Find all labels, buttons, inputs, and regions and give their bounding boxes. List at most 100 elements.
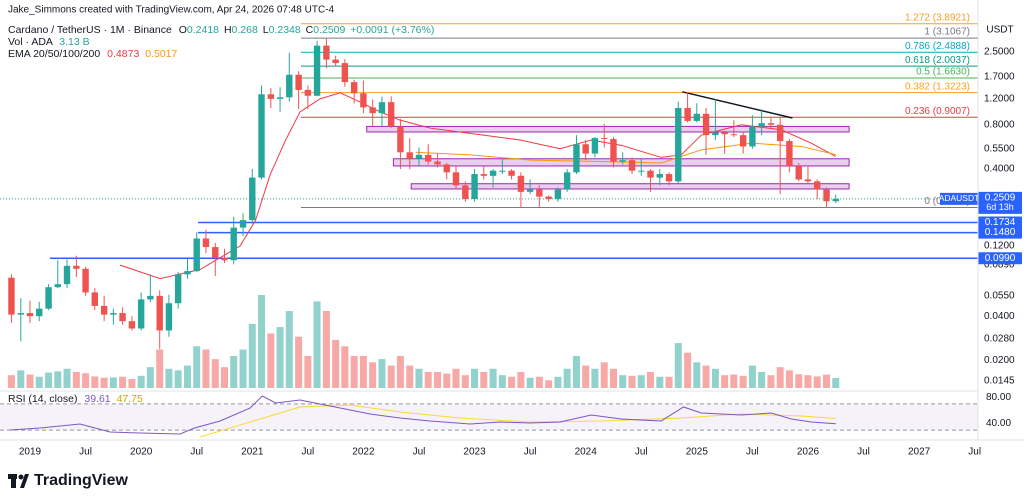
legend-ohlc: Cardano / TetherUS · 1M · Binance O0.241… [8, 24, 434, 36]
level-tag-label: 0.0990 [985, 253, 1016, 264]
x-tick-label: Jul [524, 447, 537, 458]
y-tick-label: 1.2000 [984, 94, 1015, 105]
volume-bar [452, 368, 460, 388]
candle-body [758, 123, 765, 127]
volume-bar [526, 377, 534, 388]
candle-body [462, 185, 469, 200]
volume-bar [322, 311, 330, 388]
x-tick-label: 2026 [797, 447, 820, 458]
candle-body [804, 179, 812, 182]
fib-label: 0.618 (2.0037) [905, 55, 970, 66]
volume-bar [591, 368, 599, 388]
volume-bar [646, 371, 654, 388]
x-tick-label: Jul [79, 447, 92, 458]
ohlc-value: 0.268 [232, 24, 258, 36]
ohlc-label: H [224, 24, 232, 36]
fib-label: 1.272 (3.8921) [905, 12, 970, 23]
ema-label: EMA 20/50/100/200 [8, 48, 100, 60]
fib-label: 0.382 (1.3223) [905, 81, 970, 92]
ohlc-label: L [263, 24, 269, 36]
candle-body [675, 108, 682, 182]
fib-label: 0.236 (0.9007) [905, 106, 970, 117]
candle-body [174, 274, 182, 304]
candle-body [332, 59, 339, 64]
volume-bar [146, 367, 154, 388]
trend-line [682, 91, 793, 119]
x-tick-label: 2027 [908, 447, 931, 458]
candle-body [295, 74, 302, 90]
x-tick-label: Jul [301, 447, 314, 458]
volume-bar [804, 375, 812, 388]
candle-body [388, 102, 395, 127]
candle-body [82, 268, 89, 293]
volume-bar [508, 376, 516, 388]
ema-value: 0.5017 [145, 48, 177, 60]
candle-body [832, 198, 839, 202]
volume-bar [637, 375, 645, 388]
candle-body [730, 134, 738, 136]
volume-bar [443, 373, 451, 388]
candle-body [341, 63, 349, 83]
symbol: Cardano / TetherUS · 1M · Binance [8, 24, 172, 36]
fib-label: 0.5 (1.6630) [916, 67, 970, 78]
candle-body [267, 94, 275, 99]
candle-body [554, 189, 562, 200]
candle-body [526, 189, 534, 192]
volume-bar [137, 375, 145, 388]
ohlc-label: O [179, 24, 187, 36]
candle-body [749, 126, 756, 147]
candle-body [184, 271, 191, 275]
candle-body [193, 238, 200, 272]
volume-bar [220, 367, 228, 388]
volume-bar [434, 371, 442, 388]
candle-body [628, 160, 636, 171]
volume-bar [230, 355, 238, 388]
candle-body [276, 97, 284, 99]
symbol-tag-label: ADAUSDT [939, 193, 980, 203]
candle-body [45, 287, 52, 309]
candle-body [26, 313, 34, 317]
y-tick-label: 1.7000 [984, 71, 1015, 82]
candle-body [693, 113, 701, 121]
x-tick-label: Jul [857, 447, 870, 458]
volume-bar [535, 376, 543, 388]
candle-body [638, 170, 645, 172]
candle-body [406, 152, 413, 159]
volume-bar [26, 374, 34, 388]
candle-body [8, 277, 15, 315]
brand: TradingView [34, 472, 129, 489]
volume-bar [517, 371, 525, 388]
countdown: 6d 13h [986, 202, 1014, 212]
candle-body [17, 313, 24, 315]
candle-body [100, 305, 108, 315]
candle-body [415, 154, 423, 159]
x-tick-label: Jul [746, 447, 759, 458]
volume-bar [711, 368, 719, 388]
volume-bar [54, 371, 62, 388]
volume-bar [369, 362, 377, 388]
candle-body [202, 238, 210, 248]
volume-bar [424, 371, 432, 388]
fib-label: 1 (3.1067) [924, 27, 970, 38]
volume-bar [35, 376, 43, 388]
candle-body [360, 93, 367, 108]
volume-bar [498, 375, 506, 388]
volume-bar [582, 365, 590, 388]
x-tick-label: Jul [190, 447, 203, 458]
volume-bar [684, 352, 692, 388]
volume-bar [674, 343, 682, 388]
y-tick-label: 0.0890 [984, 260, 1015, 271]
candle-body [767, 123, 775, 125]
candle-body [397, 126, 404, 153]
volume-bar [128, 379, 136, 388]
rsi-ma-value: 47.75 [117, 393, 143, 405]
volume-bar [295, 336, 303, 388]
volume-bar [109, 377, 117, 388]
x-tick-label: Jul [413, 447, 426, 458]
candle-body [128, 321, 136, 329]
candle-body [119, 313, 126, 322]
volume-bar [7, 375, 15, 388]
candle-body [536, 189, 543, 197]
volume-bar [748, 365, 756, 388]
